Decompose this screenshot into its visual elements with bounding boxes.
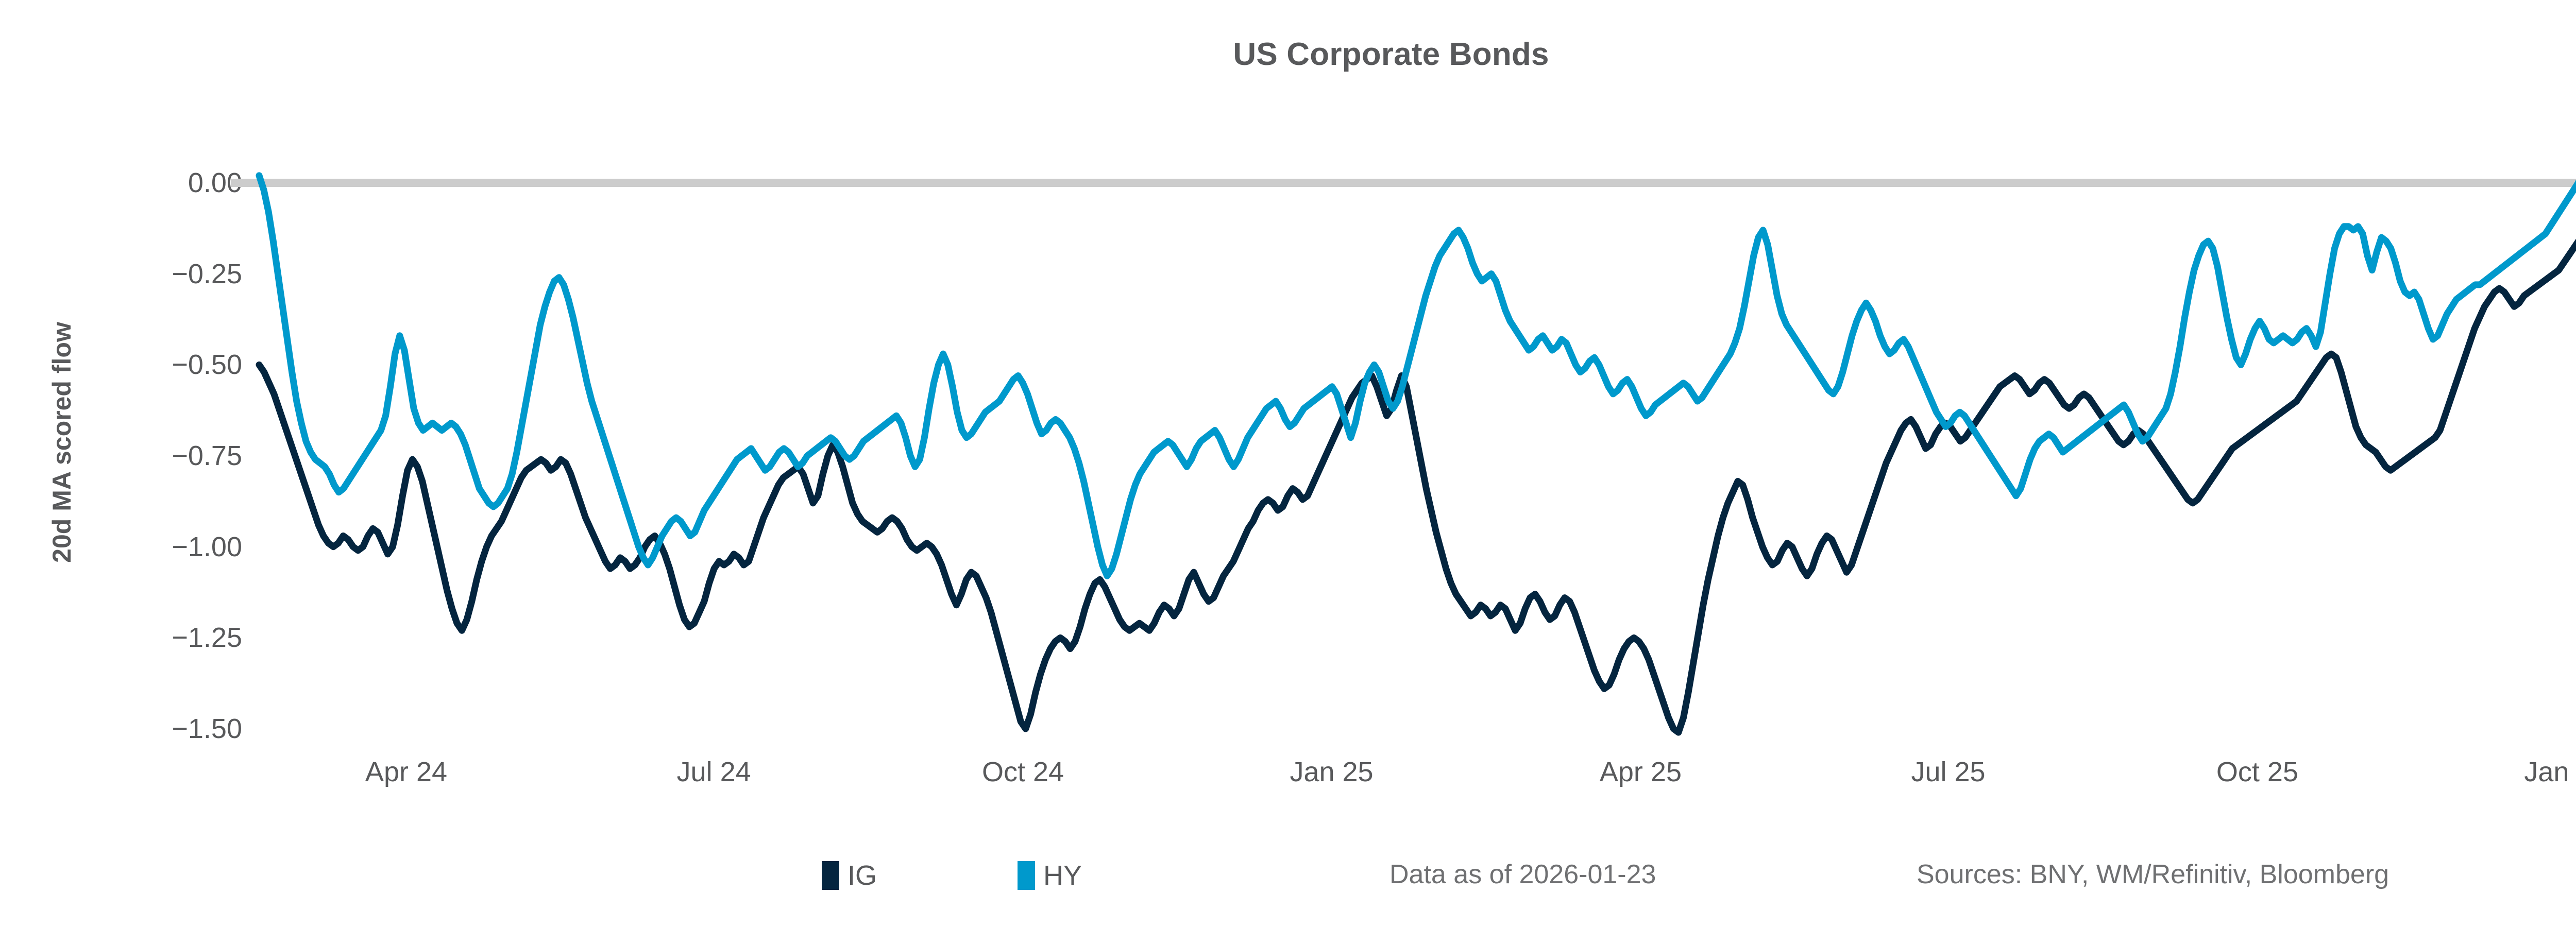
y-tick-label: −0.25 bbox=[172, 258, 242, 289]
legend-item-ig[interactable]: IG bbox=[822, 855, 877, 896]
y-tick-label: −0.75 bbox=[172, 440, 242, 472]
data-as-of-note: Data as of 2026-01-23 bbox=[1389, 860, 1656, 889]
sources-note: Sources: BNY, WM/Refinitiv, Bloomberg bbox=[1917, 860, 2389, 889]
legend-swatch-ig bbox=[822, 861, 839, 890]
data-series-group bbox=[256, 172, 2576, 736]
y-tick-label: −0.50 bbox=[172, 349, 242, 381]
series-line-hy bbox=[256, 172, 2576, 579]
y-tick-label: −1.25 bbox=[172, 622, 242, 654]
x-tick-label: Oct 24 bbox=[981, 757, 1064, 787]
x-tick-label: Jan 26 bbox=[2524, 757, 2576, 787]
chart-title: US Corporate Bonds bbox=[1233, 37, 1549, 72]
x-tick-label: Apr 25 bbox=[1599, 757, 1682, 787]
x-tick-label: Oct 25 bbox=[2216, 757, 2298, 787]
x-tick-label: Apr 24 bbox=[365, 757, 448, 787]
y-axis-tick-labels: 0.00 −0.25 −0.50 −0.75 −1.00 −1.25 −1.50 bbox=[57, 0, 242, 927]
x-tick-label: Jul 25 bbox=[1911, 757, 1986, 787]
legend-label-ig: IG bbox=[848, 860, 877, 891]
x-tick-label: Jan 25 bbox=[1290, 757, 1374, 787]
y-tick-label: −1.00 bbox=[172, 531, 242, 562]
series-line-ig bbox=[256, 238, 2576, 736]
legend-label-hy: HY bbox=[1043, 860, 1082, 891]
y-tick-label: −1.50 bbox=[172, 713, 242, 745]
x-tick-label: Jul 24 bbox=[676, 757, 751, 787]
legend-swatch-hy bbox=[1018, 861, 1035, 890]
legend-item-hy[interactable]: HY bbox=[1018, 855, 1082, 896]
chart-footer: IG HY Data as of 2026-01-23 Sources: BNY… bbox=[0, 855, 2576, 912]
